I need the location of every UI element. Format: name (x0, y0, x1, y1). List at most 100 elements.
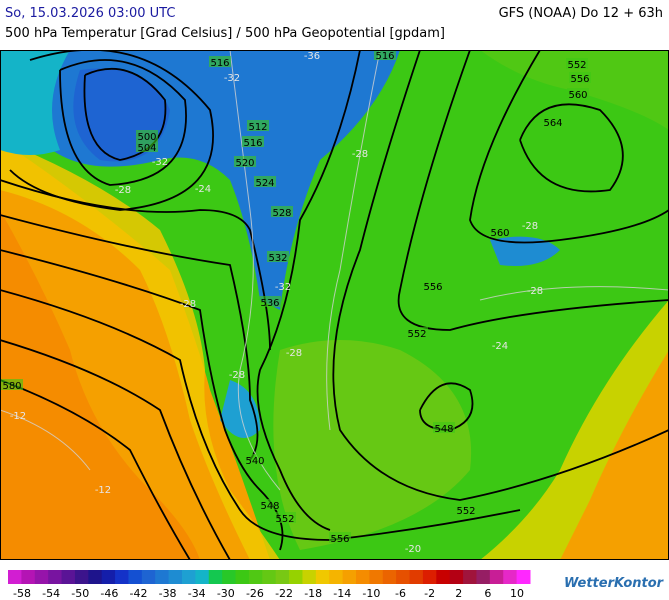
legend-swatch (262, 570, 277, 584)
contour-label: 524 (255, 178, 274, 189)
legend-label: -14 (333, 587, 351, 600)
contour-label-bg (259, 296, 281, 307)
legend-swatch (168, 570, 183, 584)
contour-label-bg (209, 56, 231, 67)
contour-label: 536 (260, 298, 279, 309)
legend-swatch (356, 570, 370, 584)
isotherm-label: -32 (224, 73, 240, 84)
contour-label: 560 (490, 228, 509, 239)
legend-label: -2 (424, 587, 435, 600)
contour-label: 500 (137, 132, 156, 143)
contour-label: 516 (210, 58, 229, 69)
legend-label: -38 (159, 587, 177, 600)
isotherm-label: -28 (180, 299, 196, 310)
brand: WetterKontor (564, 576, 664, 591)
legend-swatch (8, 570, 22, 584)
legend-swatch (476, 570, 491, 584)
legend-label: -58 (13, 587, 31, 600)
contour-label: 556 (570, 74, 589, 85)
date: So, 15.03.2026 03:00 UTC (5, 6, 176, 21)
isotherm-label: -28 (286, 348, 302, 359)
contour-label: 532 (268, 253, 287, 264)
contour-label-bg (433, 422, 455, 433)
legend-label: 6 (484, 587, 491, 600)
legend-label: -30 (217, 587, 235, 600)
contour-label: 564 (543, 118, 562, 129)
isotherm-label: -28 (522, 221, 538, 232)
legend-swatch (503, 570, 518, 584)
contour-label-bg (566, 58, 588, 69)
isotherm-label: -12 (10, 411, 26, 422)
legend-swatch (449, 570, 464, 584)
contour-label-bg (406, 327, 428, 338)
legend-swatch (489, 570, 504, 584)
legend-swatch (275, 570, 290, 584)
contour-label-bg (1, 379, 23, 390)
legend-label: -18 (304, 587, 322, 600)
contour-label-bg (455, 504, 477, 515)
isotherm-label: -12 (95, 485, 111, 496)
legend-swatch (182, 570, 196, 584)
contour-label-bg (542, 116, 564, 127)
contour-label: 548 (434, 424, 453, 435)
legend-swatch (409, 570, 424, 584)
contour-label: 516 (243, 138, 262, 149)
legend-label: -50 (71, 587, 89, 600)
contour-label: 504 (137, 143, 156, 154)
contour-label-bg (329, 532, 351, 543)
legend-swatch (155, 570, 170, 584)
legend-swatch (369, 570, 384, 584)
legend-swatch (48, 570, 63, 584)
legend-swatch (382, 570, 397, 584)
legend-swatch (128, 570, 143, 584)
legend-swatch (141, 570, 156, 584)
legend-swatch (329, 570, 344, 584)
color-legend: -58 -54 -50 -46 -42 -38 -34 -30 -26 -22 -18 -14 -10-… (8, 570, 531, 600)
contour-label-bg (489, 226, 511, 237)
legend-label: -54 (42, 587, 60, 600)
contour-label: 580 (2, 381, 21, 392)
contour-label-bg (244, 454, 266, 465)
contour-label-bg (259, 499, 281, 510)
contour-label-bg (569, 72, 591, 83)
contour-label-bg (136, 130, 158, 141)
contour-label: 528 (272, 208, 291, 219)
legend-swatch (235, 570, 250, 584)
legend-swatch (422, 570, 437, 584)
contour-label: 552 (275, 514, 294, 525)
legend-swatch (342, 570, 357, 584)
legend-swatch (61, 570, 76, 584)
isotherm-label: -32 (152, 157, 168, 168)
isotherm-label: -28 (527, 286, 543, 297)
legend-swatch (208, 570, 223, 584)
contour-label: 516 (375, 51, 394, 62)
legend-label: -22 (275, 587, 293, 600)
legend-label: -10 (362, 587, 380, 600)
legend-swatch (315, 570, 330, 584)
legend-label: -46 (100, 587, 118, 600)
contour-label-bg (242, 136, 264, 147)
isotherm-label: -24 (195, 184, 211, 195)
legend-swatch (21, 570, 36, 584)
isotherm-label: -28 (352, 149, 368, 160)
legend-label: 2 (455, 587, 462, 600)
legend-label: -42 (129, 587, 147, 600)
isotherm-label: -24 (492, 341, 508, 352)
contour-label: 548 (260, 501, 279, 512)
legend-swatch (436, 570, 451, 584)
contour-label-bg (374, 50, 396, 60)
legend-swatch (248, 570, 263, 584)
contour-label-bg (271, 206, 293, 217)
model-run: GFS (NOAA) Do 12 + 63h (498, 6, 663, 21)
legend-swatch (289, 570, 303, 584)
contour-label-bg (567, 88, 589, 99)
contour-label-bg (136, 141, 158, 152)
legend-label: 10 (510, 587, 524, 600)
legend-swatch (195, 570, 210, 584)
legend-swatch (463, 570, 477, 584)
subtitle: 500 hPa Temperatur [Grad Celsius] / 500 … (5, 26, 446, 41)
legend-swatch (302, 570, 317, 584)
isotherm-label: -32 (275, 282, 291, 293)
contour-label: 520 (235, 158, 254, 169)
